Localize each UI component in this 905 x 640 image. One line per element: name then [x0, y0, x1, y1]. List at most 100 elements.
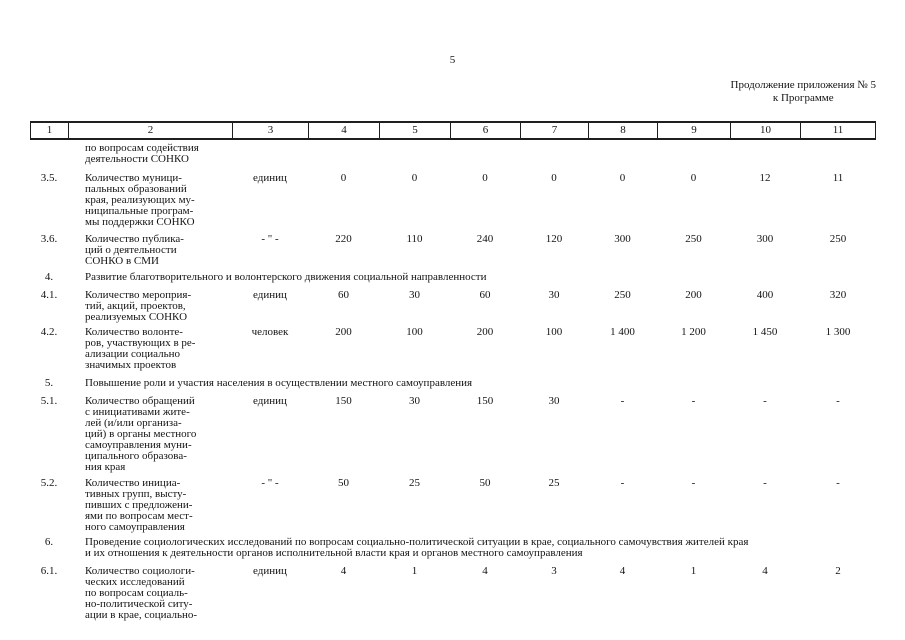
header-cell: 11: [800, 123, 876, 138]
value-cell: -: [620, 477, 625, 489]
table-section-row: 6. Проведение социологических исследован…: [30, 537, 876, 559]
value-cell: -: [691, 395, 696, 407]
indicator-name-cell: Количество обращений с инициативами жите…: [85, 395, 197, 473]
value-cell: -: [691, 477, 696, 489]
section-title-cell: Развитие благотворительного и волонтерск…: [85, 271, 487, 283]
row-number-cell: 4.: [44, 271, 54, 283]
table-row: 6.1. Количество социологи- ческих исслед…: [30, 566, 876, 621]
value-cell: 1 450: [752, 326, 778, 338]
value-cell: 200: [685, 289, 702, 301]
table-row: 4.2. Количество волонте- ров, участвующи…: [30, 327, 876, 371]
unit-cell: единиц: [253, 395, 287, 407]
table-row-continuation: по вопросам содействия деятельности СОНК…: [30, 143, 876, 165]
value-cell: 1: [411, 565, 418, 577]
indicator-name-cell: Количество муници- пальных образований к…: [85, 172, 195, 228]
table-body: по вопросам содействия деятельности СОНК…: [30, 143, 876, 621]
value-cell: 320: [829, 289, 847, 301]
value-cell: -: [763, 395, 767, 407]
row-number-cell: 5.1.: [40, 395, 58, 407]
value-cell: 30: [409, 289, 420, 301]
value-cell: 25: [409, 477, 420, 489]
header-cell: 10: [730, 123, 800, 138]
value-cell: 1 200: [681, 326, 706, 338]
unit-cell: - " -: [261, 233, 279, 245]
header-cell: 5: [379, 123, 450, 138]
unit-cell: человек: [251, 326, 289, 338]
indicator-name-cell: Количество волонте- ров, участвующих в р…: [85, 326, 196, 371]
header-cell: 8: [588, 123, 657, 138]
table-header-row: 1 2 3 4 5 6 7 8 9 10 11: [30, 121, 876, 140]
header-cell: 2: [68, 123, 232, 138]
header-cell: 6: [450, 123, 520, 138]
value-cell: 250: [829, 233, 847, 245]
header-cell: 3: [232, 123, 308, 138]
value-cell: -: [836, 395, 840, 407]
unit-cell: единиц: [253, 289, 287, 301]
row-number-cell: 6.: [44, 536, 54, 548]
value-cell: 0: [619, 172, 626, 184]
value-cell: 3: [551, 565, 557, 577]
table-row: 4.1. Количество мероприя- тий, акций, пр…: [30, 290, 876, 323]
value-cell: 0: [482, 172, 488, 184]
value-cell: 250: [685, 233, 702, 245]
header-cell: 9: [657, 123, 730, 138]
value-cell: 200: [476, 326, 494, 338]
table-section-row: 4. Развитие благотворительного и волонте…: [30, 272, 876, 283]
value-cell: 11: [832, 172, 844, 184]
value-cell: 50: [338, 477, 349, 489]
row-number-cell: 3.5.: [40, 172, 58, 184]
appendix-note-line2: к Программе: [772, 92, 834, 104]
value-cell: 240: [476, 233, 494, 245]
table-row: 3.6. Количество публика- ций о деятельно…: [30, 234, 876, 267]
value-cell: 250: [614, 289, 631, 301]
value-cell: 100: [406, 326, 423, 338]
value-cell: 200: [335, 326, 352, 338]
value-cell: 0: [340, 172, 347, 184]
value-cell: 110: [406, 233, 423, 245]
table-row: 3.5. Количество муници- пальных образова…: [30, 173, 876, 228]
value-cell: 0: [551, 172, 557, 184]
value-cell: 2: [835, 565, 841, 577]
unit-cell: единиц: [253, 172, 287, 184]
table-row: 5.2. Количество инициа- тивных групп, вы…: [30, 478, 876, 533]
value-cell: 400: [756, 289, 774, 301]
value-cell: 30: [548, 289, 560, 301]
value-cell: 1 300: [825, 326, 851, 338]
value-cell: 1: [690, 565, 697, 577]
indicator-name-cell: по вопросам содействия деятельности СОНК…: [85, 142, 199, 165]
value-cell: 150: [335, 395, 352, 407]
row-number-cell: 4.2.: [40, 326, 58, 338]
row-number-cell: 4.1.: [40, 289, 58, 301]
table-section-row: 5. Повышение роли и участия населения в …: [30, 378, 876, 389]
unit-cell: - " -: [261, 477, 279, 489]
row-number-cell: 6.1.: [40, 565, 58, 577]
indicator-name-cell: Количество публика- ций о деятельности С…: [85, 233, 184, 267]
indicator-name-cell: Количество инициа- тивных групп, высту- …: [85, 477, 193, 533]
value-cell: 60: [479, 289, 491, 301]
value-cell: 30: [548, 395, 560, 407]
value-cell: 30: [409, 395, 420, 407]
section-title-cell: Повышение роли и участия населения в осу…: [85, 377, 473, 389]
value-cell: 0: [411, 172, 418, 184]
value-cell: 4: [482, 565, 488, 577]
value-cell: 120: [545, 233, 563, 245]
value-cell: 4: [619, 565, 626, 577]
value-cell: 50: [479, 477, 491, 489]
header-cell: 7: [520, 123, 588, 138]
value-cell: 25: [548, 477, 560, 489]
indicator-name-cell: Количество мероприя- тий, акций, проекто…: [85, 289, 192, 323]
value-cell: -: [763, 477, 767, 489]
value-cell: 4: [340, 565, 347, 577]
value-cell: 4: [762, 565, 768, 577]
appendix-note: Продолжение приложения № 5 к Программе: [731, 79, 876, 105]
value-cell: -: [620, 395, 625, 407]
value-cell: 220: [335, 233, 352, 245]
appendix-note-line1: Продолжение приложения № 5: [730, 79, 876, 91]
value-cell: 300: [614, 233, 631, 245]
value-cell: 100: [545, 326, 563, 338]
value-cell: 12: [759, 172, 771, 184]
page-number: 5: [449, 54, 456, 66]
header-cell: 1: [30, 123, 68, 138]
value-cell: 300: [756, 233, 774, 245]
